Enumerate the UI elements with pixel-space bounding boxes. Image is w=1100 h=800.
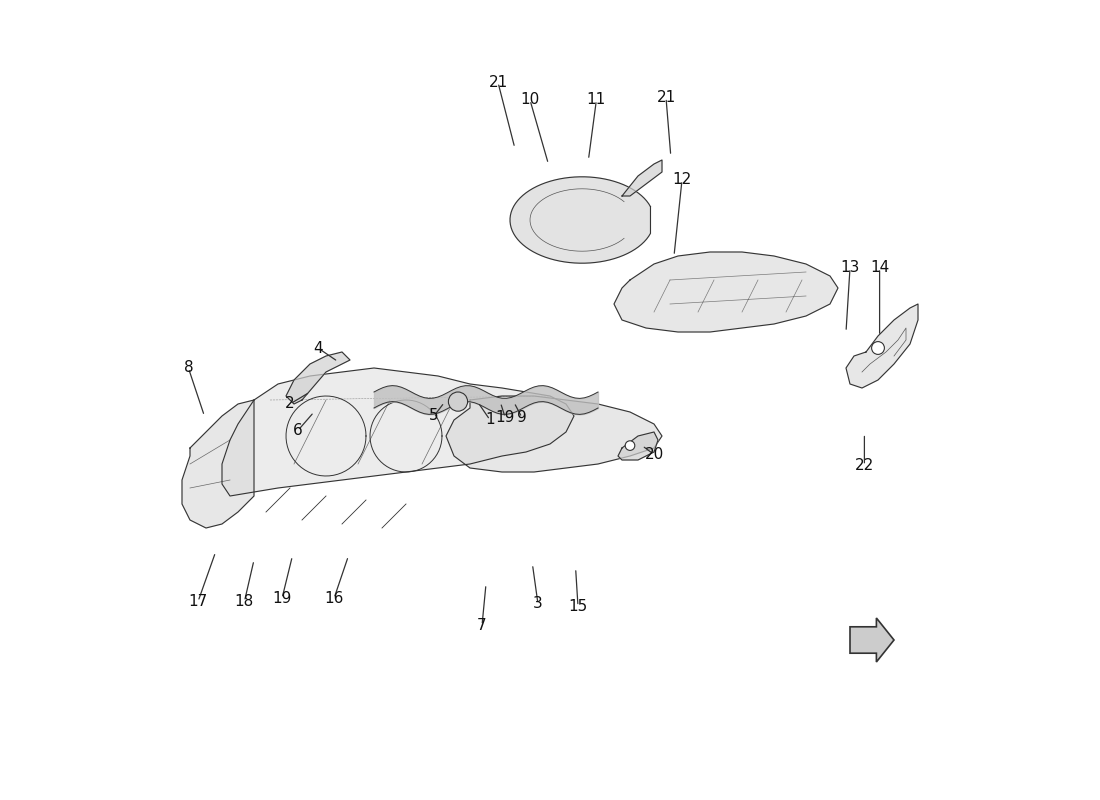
Polygon shape	[618, 432, 658, 460]
Circle shape	[871, 342, 884, 354]
Polygon shape	[846, 304, 918, 388]
Text: 2: 2	[285, 397, 295, 411]
Polygon shape	[621, 160, 662, 196]
Text: 4: 4	[314, 341, 322, 355]
Text: 13: 13	[840, 261, 860, 275]
Polygon shape	[446, 396, 662, 472]
Polygon shape	[222, 368, 574, 496]
Text: 19: 19	[495, 410, 515, 425]
Text: 3: 3	[534, 597, 543, 611]
Text: 18: 18	[234, 594, 254, 609]
Polygon shape	[850, 618, 894, 662]
Text: 14: 14	[870, 261, 889, 275]
Polygon shape	[510, 177, 650, 263]
Text: 11: 11	[586, 93, 606, 107]
Polygon shape	[286, 352, 350, 404]
Text: 8: 8	[184, 361, 194, 375]
Text: 22: 22	[855, 458, 875, 473]
Text: 1: 1	[485, 413, 495, 427]
Text: 5: 5	[429, 409, 439, 423]
Text: 15: 15	[569, 599, 587, 614]
Text: 7: 7	[477, 618, 487, 633]
Text: 6: 6	[293, 423, 303, 438]
Text: 12: 12	[672, 173, 692, 187]
Polygon shape	[182, 400, 254, 528]
Text: 17: 17	[188, 594, 208, 609]
Text: 16: 16	[324, 591, 343, 606]
Circle shape	[449, 392, 468, 411]
Circle shape	[625, 441, 635, 450]
Text: 10: 10	[520, 93, 540, 107]
Text: 19: 19	[273, 591, 292, 606]
Polygon shape	[614, 252, 838, 332]
Text: 20: 20	[645, 447, 663, 462]
Text: 9: 9	[517, 410, 527, 425]
Text: 21: 21	[488, 75, 507, 90]
Text: 21: 21	[657, 90, 675, 105]
